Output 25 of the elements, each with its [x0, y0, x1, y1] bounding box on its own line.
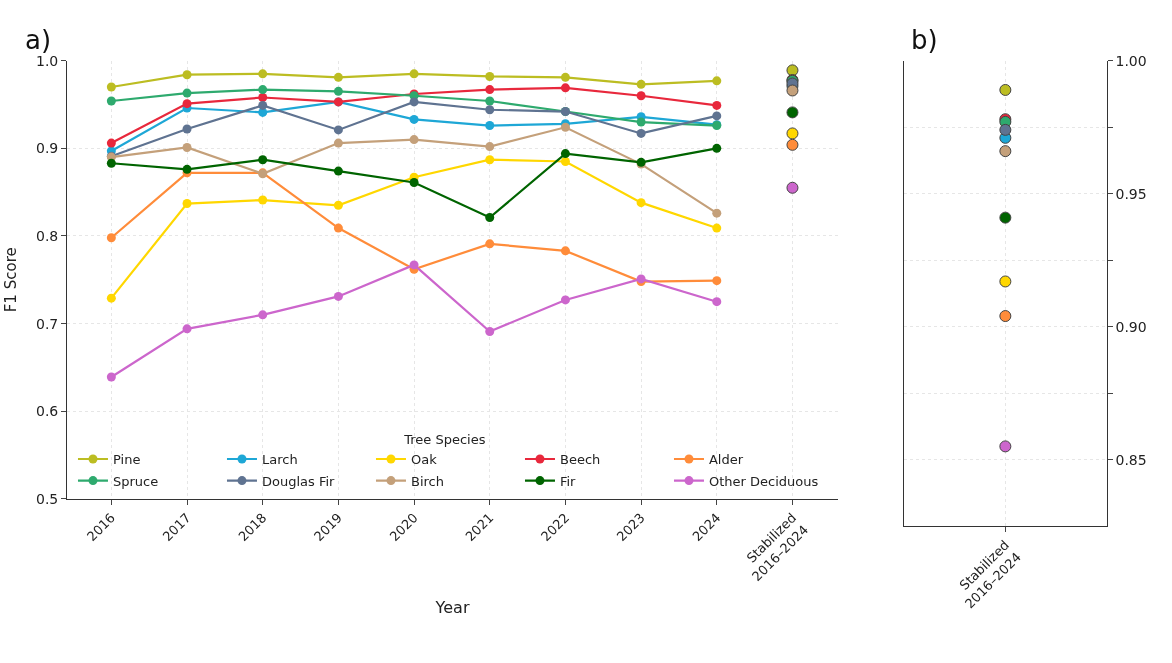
legend-label: Other Deciduous [708, 473, 819, 489]
y-tick-label: 0.7 [36, 315, 59, 332]
y-tick-label: 0.5 [36, 490, 59, 507]
y-tick-label: 0.95 [1115, 185, 1147, 202]
legend-label: Alder [708, 452, 744, 468]
legend-label: Pine [112, 452, 141, 468]
chart-title: a) [25, 25, 52, 55]
chart-title: b) [911, 25, 938, 55]
y-axis-title: F1 Score [2, 247, 21, 313]
legend-label: Beech [559, 452, 601, 468]
legend-label: Fir [559, 473, 577, 489]
y-tick-label: 0.90 [1115, 318, 1147, 335]
legend-label: Spruce [112, 473, 159, 489]
legend-label: Birch [410, 473, 444, 489]
y-tick-label: 1.0 [36, 52, 59, 69]
y-tick-label: 0.9 [36, 140, 59, 157]
y-tick-label: 0.6 [36, 403, 59, 420]
x-axis-title: Year [434, 597, 470, 617]
legend-label: Douglas Fir [261, 473, 336, 489]
y-tick-label: 0.85 [1115, 451, 1147, 468]
y-tick-label: 1.00 [1115, 52, 1147, 69]
legend-label: Oak [410, 452, 438, 468]
y-tick-label: 0.8 [36, 227, 59, 244]
legend-label: Larch [261, 452, 298, 468]
legend-title: Tree Species [403, 432, 486, 448]
